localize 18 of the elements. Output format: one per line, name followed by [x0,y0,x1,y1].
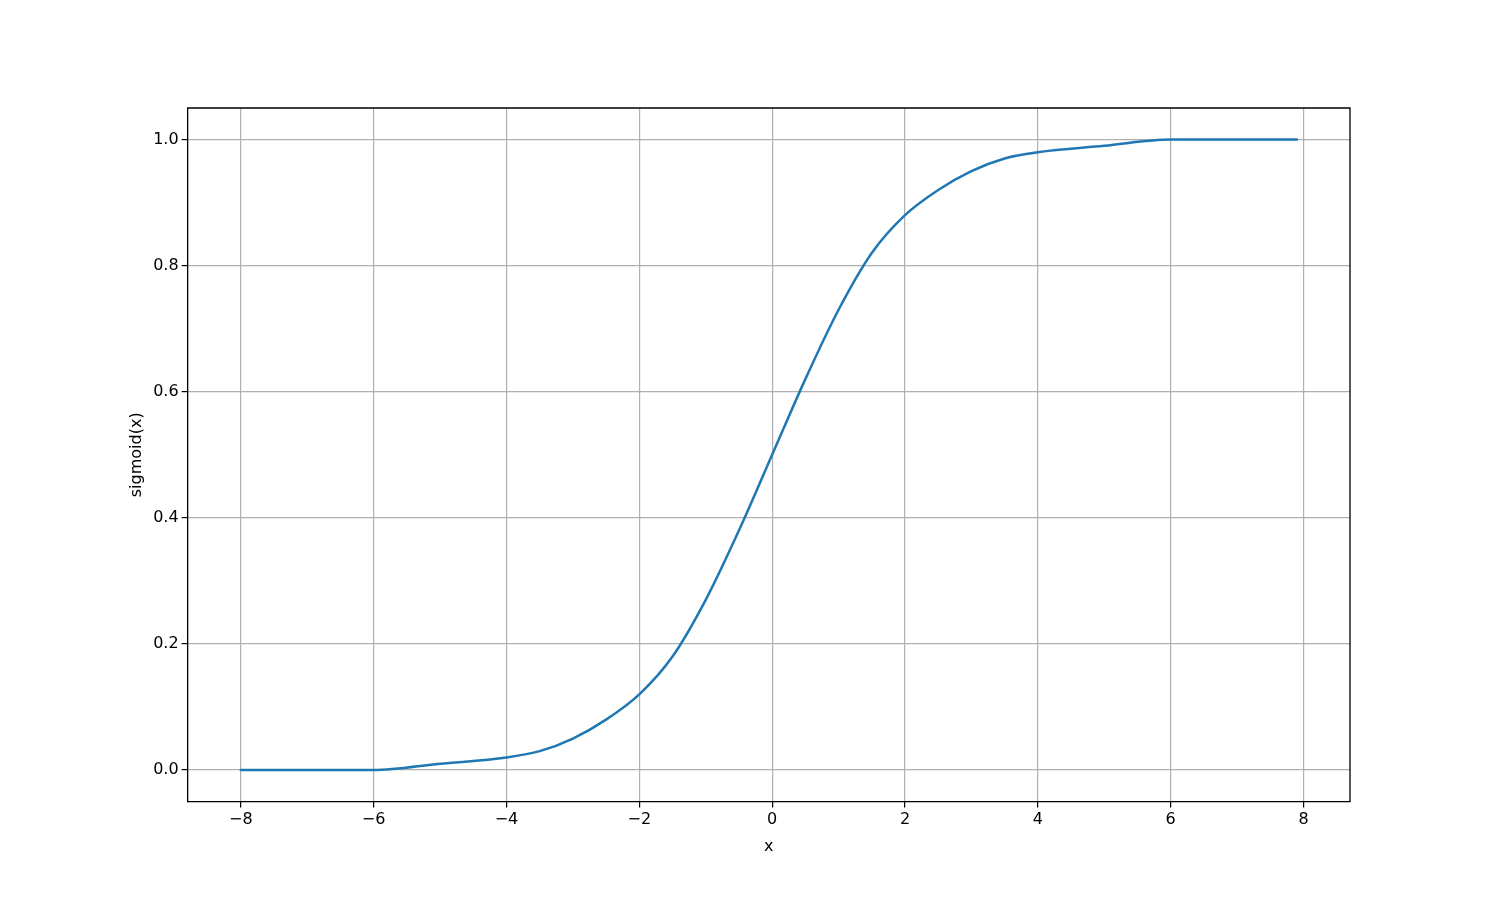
y-tick-label: 0.6 [153,380,179,400]
y-tick-label: 0.2 [153,633,179,653]
x-tick-label: 8 [1298,809,1309,829]
y-tick-label: 1.0 [153,128,179,148]
x-tick-label: 2 [899,809,911,829]
x-tick-label: 4 [1032,809,1043,829]
x-tick-label: −4 [494,809,519,829]
x-tick-label: −8 [228,809,253,829]
x-tick-label: −6 [361,809,386,829]
y-tick-label: 0.0 [153,759,179,779]
x-tick-label: −2 [627,809,652,829]
y-tick-label: 0.4 [153,507,179,527]
y-axis-title: sigmoid(x) [125,412,145,498]
x-tick-label: 0 [767,809,778,829]
x-axis-title: x [764,835,774,855]
x-tick-label: 6 [1165,809,1176,829]
line-series [239,138,1299,772]
y-tick-label: 0.8 [153,254,179,274]
